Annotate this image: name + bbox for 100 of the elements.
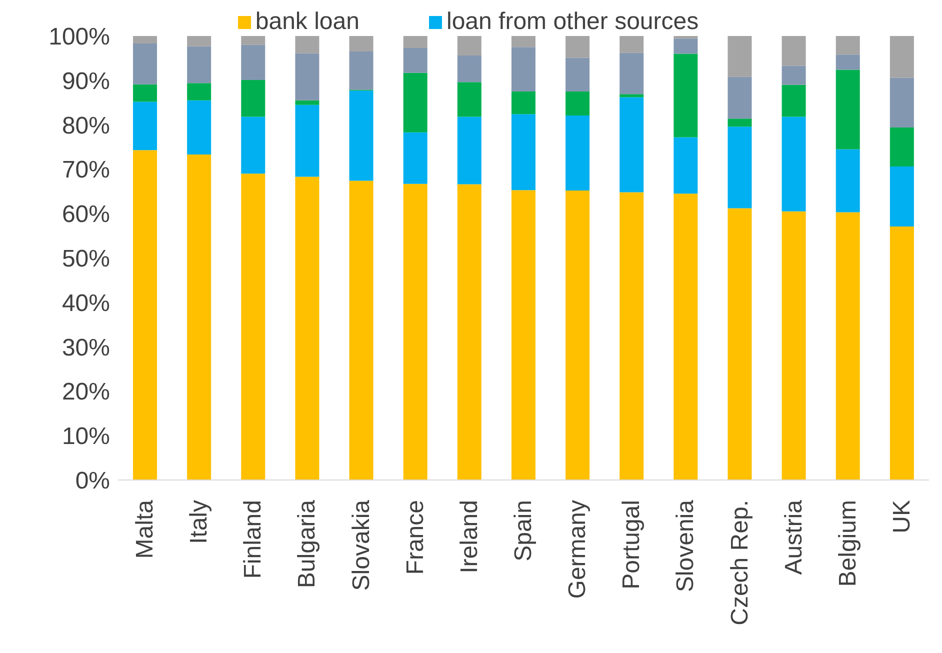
- bar: [457, 184, 482, 480]
- bar: [782, 116, 806, 212]
- x-tick-label: France: [402, 500, 429, 575]
- bar: [674, 137, 698, 194]
- bar: [457, 82, 482, 117]
- x-tick-label: Finland: [240, 500, 267, 579]
- bar: [403, 184, 428, 480]
- bar: [133, 150, 157, 480]
- bar: [620, 52, 644, 94]
- x-tick-label: Spain: [510, 500, 537, 562]
- bar: [295, 36, 320, 54]
- bar: [133, 44, 157, 84]
- x-tick-label: UK: [888, 500, 916, 534]
- y-tick-label: 10%: [62, 423, 110, 450]
- bar: [890, 166, 914, 226]
- y-tick-label: 80%: [62, 112, 110, 140]
- bar: [728, 118, 752, 127]
- bar: [890, 78, 914, 128]
- bar: [890, 127, 914, 167]
- bar: [511, 114, 536, 190]
- x-tick-label: Austria: [780, 499, 808, 575]
- bar: [728, 36, 752, 77]
- bar: [457, 116, 482, 184]
- y-tick-label: 20%: [62, 378, 110, 406]
- bar: [836, 149, 860, 212]
- x-tick-label: Czech Rep.: [726, 500, 754, 626]
- bar: [566, 115, 590, 191]
- bar: [566, 58, 590, 92]
- bar: [620, 97, 644, 192]
- bar: [241, 44, 266, 80]
- bar: [133, 36, 157, 44]
- bar: [836, 212, 860, 480]
- bar: [187, 36, 212, 46]
- bar: [566, 190, 590, 480]
- bar: [403, 36, 428, 48]
- bar: [511, 190, 536, 480]
- y-tick-label: 60%: [62, 201, 110, 228]
- bar: [890, 36, 914, 78]
- bar: [566, 92, 590, 116]
- y-tick-label: 50%: [62, 246, 110, 273]
- bar: [890, 226, 914, 480]
- bar: [349, 180, 374, 480]
- bar: [511, 36, 536, 48]
- y-tick-label: 0%: [75, 468, 110, 495]
- bar: [295, 100, 320, 105]
- bar: [674, 194, 698, 480]
- bar: [620, 192, 644, 480]
- bar: [457, 56, 482, 82]
- legend-label: loan from other sources: [446, 8, 699, 36]
- bar: [674, 36, 698, 39]
- bar: [620, 94, 644, 98]
- bar: [782, 211, 806, 480]
- bar: [241, 116, 266, 174]
- bar: [241, 36, 266, 45]
- bar: [620, 36, 644, 53]
- bar: [836, 54, 860, 70]
- bar: [295, 53, 320, 100]
- bar: [674, 54, 698, 138]
- bar: [782, 36, 806, 66]
- bar: [836, 36, 860, 55]
- bar: [349, 36, 374, 52]
- bar: [782, 66, 806, 85]
- y-tick-label: 90%: [62, 68, 110, 95]
- bar: [403, 72, 428, 132]
- bar: [133, 102, 157, 150]
- x-tick-label: Ireland: [456, 500, 483, 574]
- bar: [403, 48, 428, 73]
- y-tick-label: 70%: [62, 156, 110, 184]
- x-tick-label: Slovakia: [348, 499, 375, 591]
- bar: [566, 36, 590, 58]
- bar: [674, 38, 698, 54]
- bar: [782, 84, 806, 117]
- bar: [728, 76, 752, 119]
- x-tick-label: Portugal: [618, 500, 646, 590]
- x-tick-label: Malta: [132, 499, 159, 559]
- bar: [511, 47, 536, 92]
- x-tick-label: Bulgaria: [294, 499, 321, 588]
- y-tick-label: 100%: [48, 24, 110, 51]
- x-tick-label: Belgium: [834, 500, 862, 587]
- bar: [187, 83, 212, 100]
- bar: [836, 70, 860, 150]
- legend-label: bank loan: [255, 8, 360, 36]
- bar: [728, 126, 752, 208]
- x-tick-label: Slovenia: [672, 499, 700, 592]
- bar: [349, 90, 374, 181]
- bar: [457, 36, 482, 56]
- bar: [295, 176, 320, 480]
- bar: [187, 100, 212, 155]
- bar: [133, 84, 157, 102]
- y-tick-label: 30%: [62, 334, 110, 362]
- bar: [241, 174, 266, 480]
- y-tick-label: 40%: [62, 290, 110, 317]
- bar: [187, 46, 212, 84]
- bar: [349, 52, 374, 90]
- bar: [511, 92, 536, 114]
- bar: [295, 104, 320, 177]
- bar: [241, 80, 266, 117]
- x-tick-label: Germany: [564, 500, 592, 599]
- x-tick-label: Italy: [186, 500, 213, 544]
- bar: [403, 132, 428, 184]
